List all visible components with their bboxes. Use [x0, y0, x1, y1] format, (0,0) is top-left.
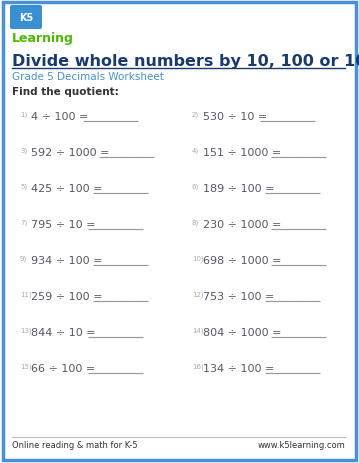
- Text: 12): 12): [192, 291, 204, 298]
- Text: 189 ÷ 100 =: 189 ÷ 100 =: [203, 184, 278, 194]
- Text: www.k5learning.com: www.k5learning.com: [257, 440, 345, 449]
- Text: 3): 3): [20, 148, 27, 154]
- Text: 4): 4): [192, 148, 199, 154]
- Text: 753 ÷ 100 =: 753 ÷ 100 =: [203, 291, 278, 301]
- Text: 15): 15): [20, 363, 32, 369]
- Text: 7): 7): [20, 219, 27, 226]
- Text: 5): 5): [20, 184, 27, 190]
- Text: 2): 2): [192, 112, 199, 118]
- Text: 259 ÷ 100 =: 259 ÷ 100 =: [31, 291, 106, 301]
- Text: 934 ÷ 100 =: 934 ÷ 100 =: [31, 256, 106, 265]
- Text: Grade 5 Decimals Worksheet: Grade 5 Decimals Worksheet: [12, 72, 164, 82]
- Text: 698 ÷ 1000 =: 698 ÷ 1000 =: [203, 256, 285, 265]
- FancyBboxPatch shape: [10, 6, 42, 30]
- Text: 134 ÷ 100 =: 134 ÷ 100 =: [203, 363, 278, 373]
- Text: 6): 6): [192, 184, 199, 190]
- Text: 66 ÷ 100 =: 66 ÷ 100 =: [31, 363, 99, 373]
- Text: 11): 11): [20, 291, 32, 298]
- Text: 4 ÷ 100 =: 4 ÷ 100 =: [31, 112, 92, 122]
- Text: 795 ÷ 10 =: 795 ÷ 10 =: [31, 219, 99, 230]
- Text: 844 ÷ 10 =: 844 ÷ 10 =: [31, 327, 99, 337]
- Text: Divide whole numbers by 10, 100 or 1000: Divide whole numbers by 10, 100 or 1000: [12, 54, 359, 69]
- Text: 1): 1): [20, 112, 27, 118]
- Text: 530 ÷ 10 =: 530 ÷ 10 =: [203, 112, 271, 122]
- Text: 13): 13): [20, 327, 32, 334]
- Text: 230 ÷ 1000 =: 230 ÷ 1000 =: [203, 219, 285, 230]
- FancyBboxPatch shape: [3, 3, 356, 460]
- Text: Find the quotient:: Find the quotient:: [12, 87, 119, 97]
- Text: 151 ÷ 1000 =: 151 ÷ 1000 =: [203, 148, 285, 158]
- Text: 8): 8): [192, 219, 199, 226]
- Text: 592 ÷ 1000 =: 592 ÷ 1000 =: [31, 148, 113, 158]
- Text: 10): 10): [192, 256, 204, 262]
- Text: Learning: Learning: [12, 32, 74, 45]
- Text: 425 ÷ 100 =: 425 ÷ 100 =: [31, 184, 106, 194]
- Text: 804 ÷ 1000 =: 804 ÷ 1000 =: [203, 327, 285, 337]
- Text: 9): 9): [20, 256, 27, 262]
- Text: 16): 16): [192, 363, 204, 369]
- Text: K5: K5: [19, 13, 33, 23]
- Text: Online reading & math for K-5: Online reading & math for K-5: [12, 440, 137, 449]
- Text: 14): 14): [192, 327, 204, 334]
